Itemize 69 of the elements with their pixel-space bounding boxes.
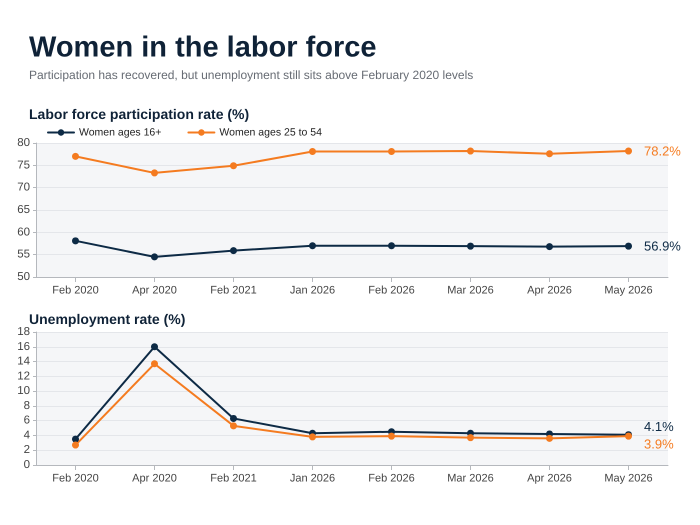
point [230,414,237,422]
y-tick-label: 80 [17,137,30,149]
y-tick-label: 16 [17,340,30,353]
point [388,432,395,440]
point [151,169,158,176]
data-label: 56.9% [644,238,682,254]
point [230,162,237,170]
y-tick-label: 14 [17,356,31,368]
point [467,242,474,250]
text: Women in the labor force [29,32,377,64]
point [72,436,79,443]
point [546,434,553,442]
y-tick-label: 50 [17,271,30,283]
point [309,433,316,440]
x-tick-label: Apr 2020 [132,472,177,484]
chart-title: Unemployment rate (%) [29,311,186,327]
point [309,148,316,155]
y-tick-label: 10 [17,385,30,398]
data-label: 4.1% [644,419,674,434]
y-tick-label: 18 [17,326,30,338]
y-tick-label: 4 [24,429,31,442]
point [72,237,79,244]
x-tick-label: Feb 2021 [210,284,257,296]
x-tick-label: Feb 2021 [210,472,257,484]
x-tick-label: Mar 2026 [447,284,494,296]
x-tick-label: Apr 2026 [527,284,572,296]
x-tick-label: Jan 2026 [290,284,336,296]
point [467,148,474,155]
point [388,148,395,155]
point [309,242,316,250]
x-tick-label: Jan 2026 [290,472,336,484]
x-tick-label: Apr 2026 [527,472,572,484]
x-tick-label: Feb 2020 [52,472,99,484]
chart-title: Labor force participation rate (%) [29,106,250,122]
y-tick-label: 2 [24,444,30,456]
point [467,434,474,442]
x-tick-label: May 2026 [604,472,653,484]
point [151,253,158,260]
legend-label: Women ages 25 to 54 [219,126,322,138]
point [625,148,632,155]
y-tick-label: 6 [24,414,30,427]
data-label: 78.2% [644,144,682,159]
point [388,242,395,250]
x-tick-label: Feb 2020 [52,284,99,296]
point [151,360,158,368]
y-tick-label: 55 [17,248,30,261]
y-tick-label: 70 [17,182,30,194]
x-tick-label: Feb 2026 [368,284,415,296]
point [72,442,79,449]
x-tick-label: Mar 2026 [447,472,494,484]
x-tick-label: Apr 2020 [132,284,177,296]
text: Participation has recovered, but unemployment still sits above February 2020 levels [29,68,474,82]
point [151,343,158,350]
y-tick-label: 8 [24,400,30,412]
point [546,150,553,158]
y-tick-label: 0 [24,459,30,471]
point [546,243,553,250]
x-tick-label: May 2026 [604,284,653,296]
legend-label: Women ages 16+ [79,126,162,138]
point [230,422,237,430]
data-label: 3.9% [644,436,674,452]
y-tick-label: 75 [17,159,30,172]
point [72,152,79,160]
y-tick-label: 12 [17,370,30,382]
y-tick-label: 60 [17,226,30,238]
x-tick-label: Feb 2026 [368,472,415,484]
point [230,247,237,254]
point [625,242,632,250]
y-tick-label: 65 [17,204,30,216]
